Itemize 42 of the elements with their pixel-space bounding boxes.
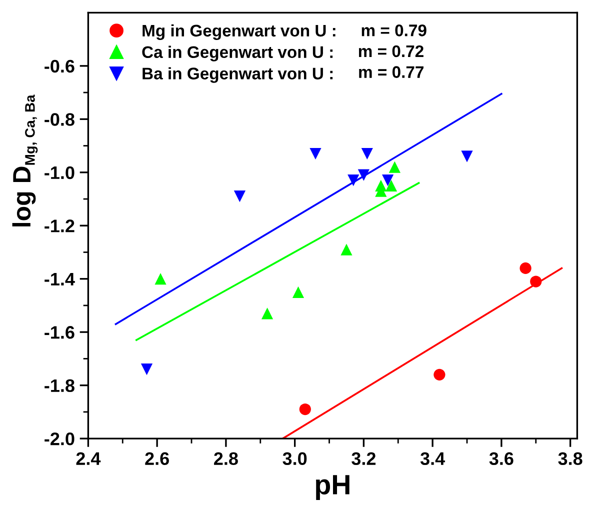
y-tick-label: -1.0 bbox=[44, 166, 74, 180]
point bbox=[434, 368, 446, 380]
x-tick-label: 2.4 bbox=[76, 452, 101, 465]
annotation: m = 0.77 bbox=[359, 66, 424, 78]
x-tick-label: 3.8 bbox=[558, 452, 582, 466]
y-tick-label: -1.2 bbox=[44, 220, 74, 232]
point bbox=[361, 148, 373, 160]
y-tick-label: -1.6 bbox=[44, 326, 74, 339]
x-axis-title: pH bbox=[316, 475, 350, 500]
point bbox=[299, 403, 311, 416]
y-tick-label: -1.8 bbox=[44, 379, 74, 392]
y-tick-label: -0.8 bbox=[44, 113, 74, 126]
y-tick-label: -2.0 bbox=[44, 432, 74, 446]
x-tick-label: 3.6 bbox=[489, 452, 514, 466]
point bbox=[292, 286, 304, 298]
x-tick-label: 2.6 bbox=[145, 452, 169, 466]
x-tick-label: 3.2 bbox=[352, 452, 376, 466]
x-tick-label: 3.4 bbox=[420, 452, 446, 466]
x-tick-label: 2.8 bbox=[214, 452, 238, 466]
legend-label: Ba in Gegenwart von U : bbox=[142, 67, 333, 83]
y-tick-label: -1.4 bbox=[44, 272, 75, 286]
x-tick-label: 3.0 bbox=[282, 452, 307, 466]
point bbox=[348, 174, 360, 186]
point bbox=[140, 364, 153, 376]
point bbox=[382, 174, 394, 186]
point bbox=[340, 244, 352, 256]
point bbox=[154, 273, 166, 285]
legend-label: Ca in Gegenwart von U : bbox=[142, 46, 333, 62]
point bbox=[461, 150, 473, 162]
point bbox=[388, 161, 400, 173]
point bbox=[530, 276, 542, 288]
point bbox=[520, 262, 532, 274]
legend-label: Mg in Gegenwart von U : bbox=[142, 24, 336, 40]
y-tick-label: -0.6 bbox=[44, 60, 74, 73]
point bbox=[358, 169, 370, 181]
point bbox=[261, 308, 274, 320]
point bbox=[234, 190, 246, 202]
point bbox=[310, 148, 322, 160]
annotation: m = 0.72 bbox=[358, 45, 424, 58]
annotation: m = 0.79 bbox=[362, 24, 426, 36]
y-axis-title: log DMg, Ca, Ba bbox=[12, 94, 38, 226]
point bbox=[385, 180, 398, 192]
